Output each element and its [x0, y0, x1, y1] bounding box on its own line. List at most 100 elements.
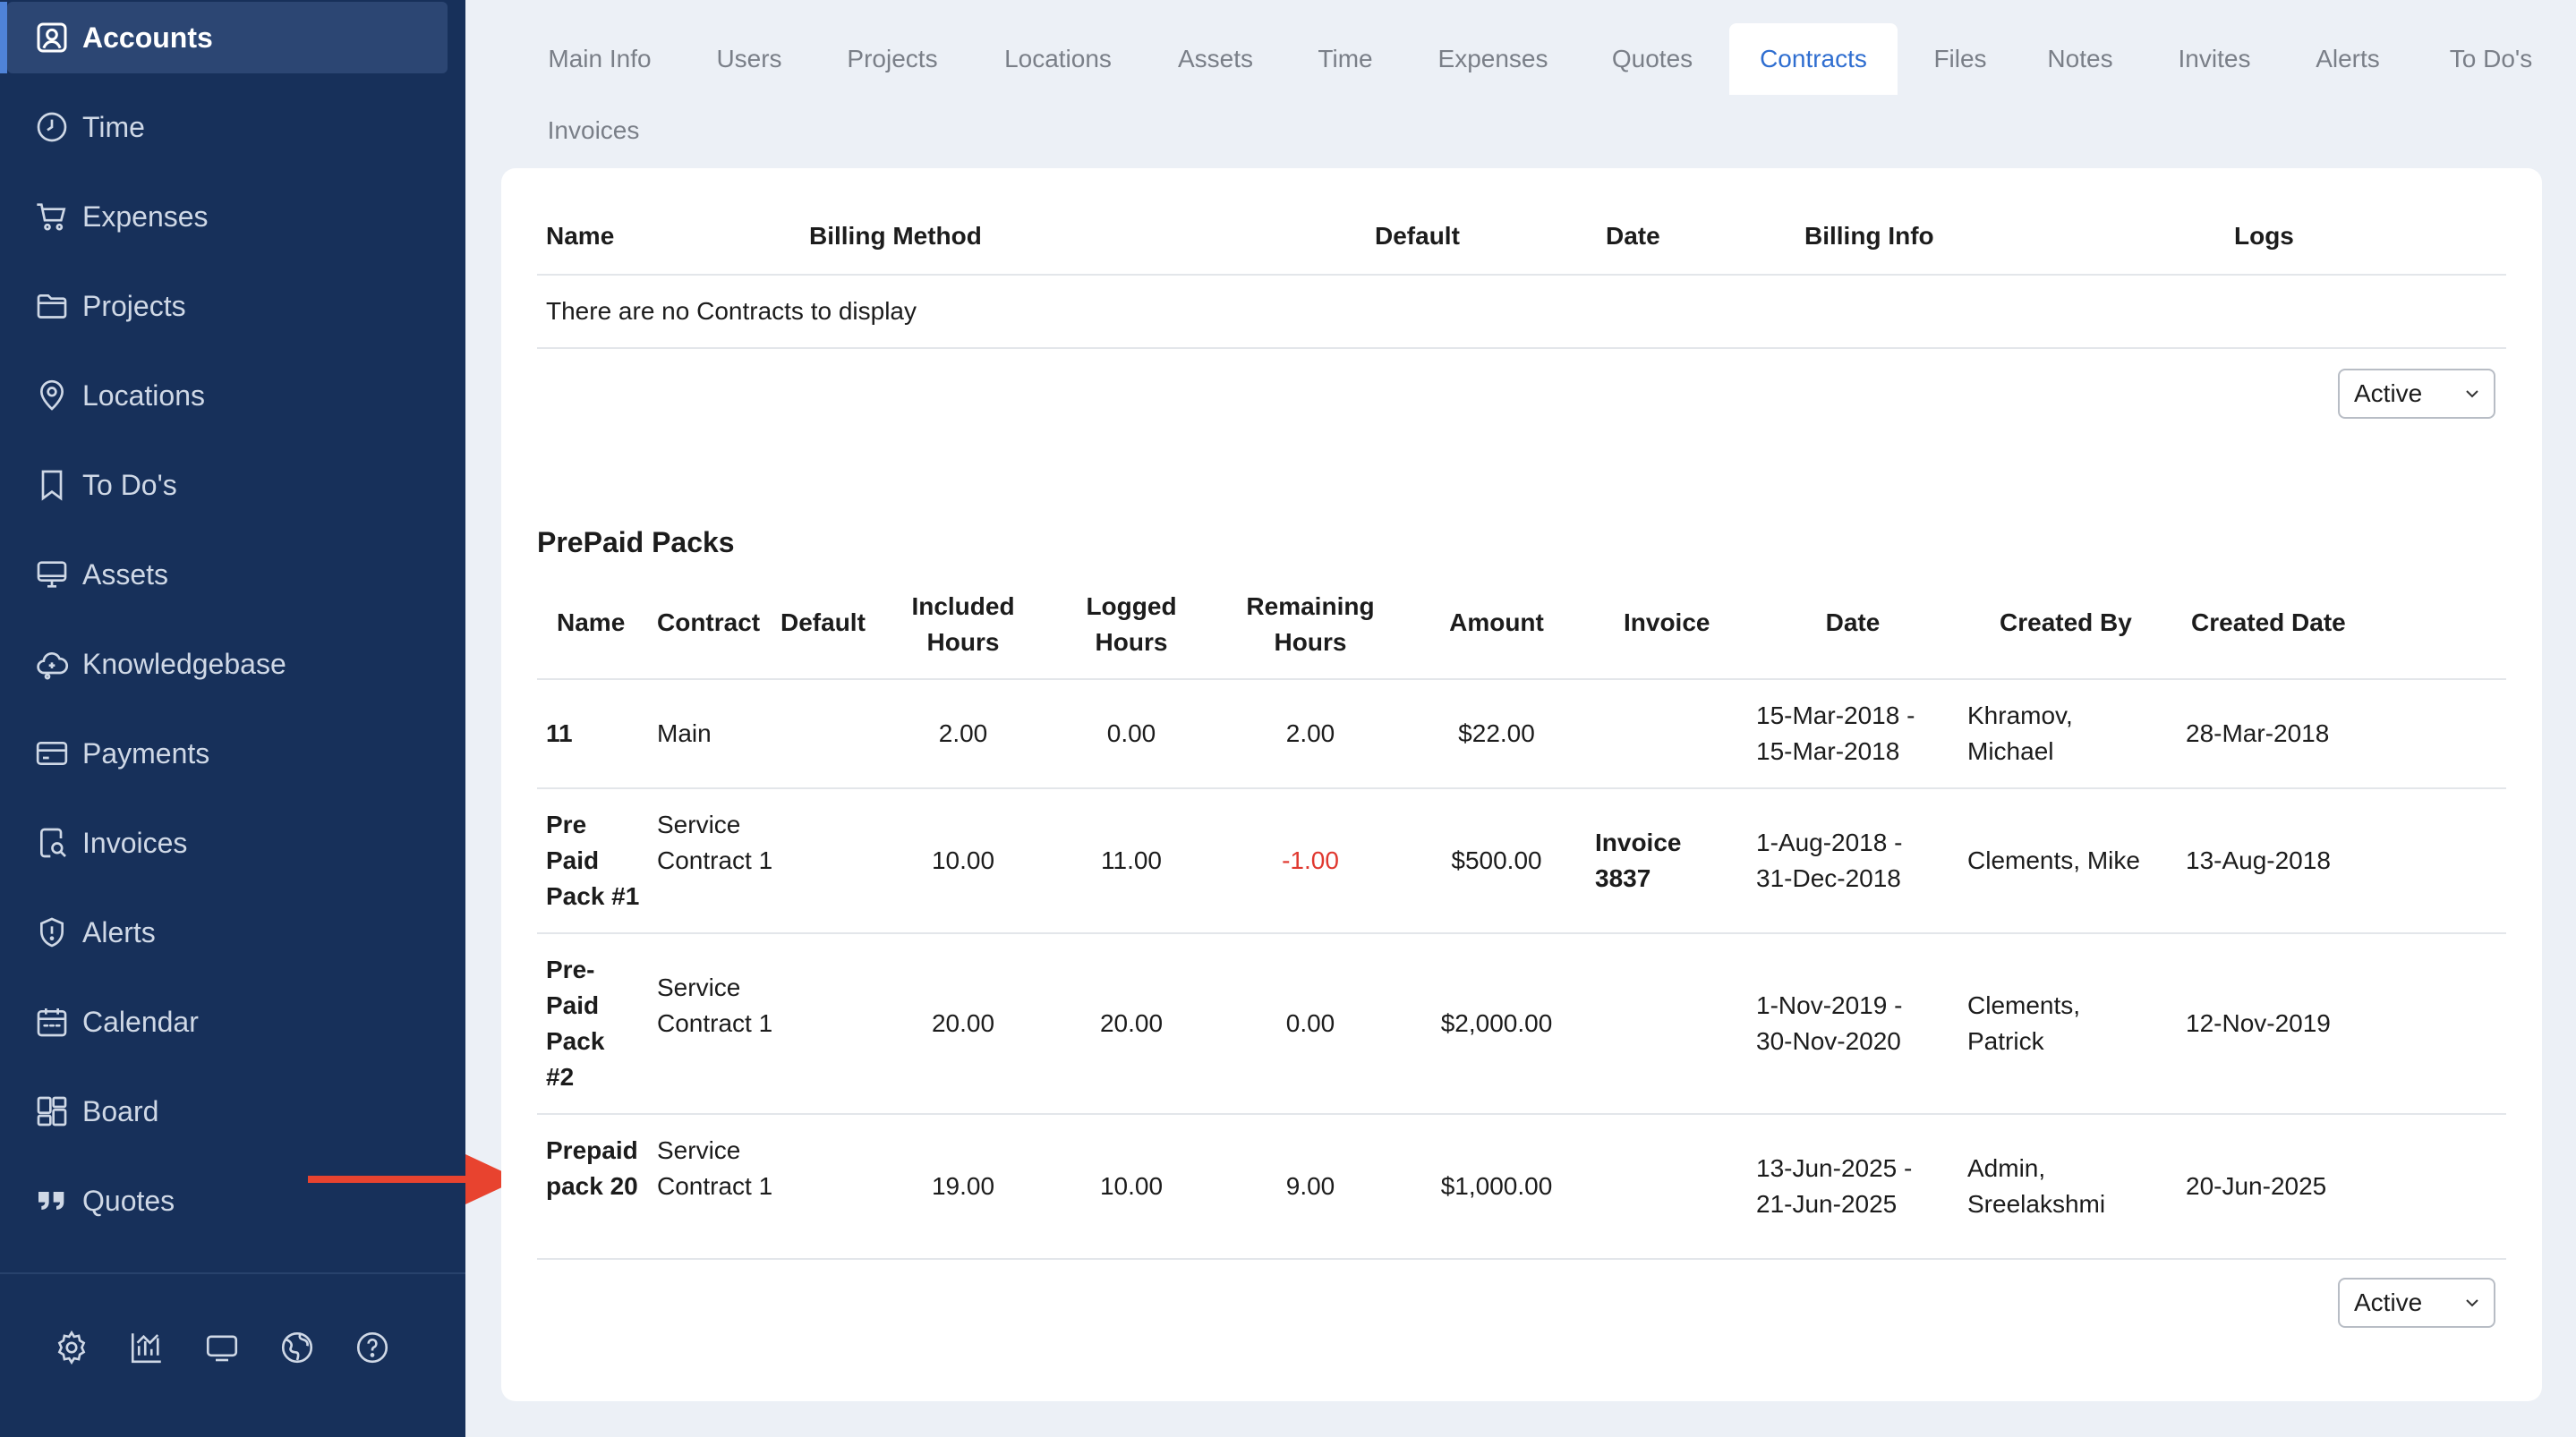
tab-assets[interactable]: Assets [1177, 45, 1254, 72]
sidebar-item-board[interactable]: Board [7, 1076, 448, 1147]
sidebar-item-payments[interactable]: Payments [7, 718, 448, 789]
col-header-included-hours[interactable]: Included Hours [911, 592, 1015, 656]
col-header-created-by[interactable]: Created By [2000, 608, 2132, 636]
tab-expenses[interactable]: Expenses [1437, 45, 1548, 72]
calendar-icon [34, 1004, 70, 1040]
pack-date-range: 15-Mar-2018 - 15-Mar-2018 [1756, 701, 1915, 765]
pack-remaining-hours: -1.00 [1282, 846, 1339, 874]
pack-logged-hours: 0.00 [1106, 719, 1156, 747]
tab-invites[interactable]: Invites [2178, 45, 2251, 72]
sidebar-item-locations[interactable]: Locations [7, 360, 448, 431]
sidebar-item-todos[interactable]: To Do's [7, 449, 448, 521]
pack-included-hours: 2.00 [938, 719, 988, 747]
tab-quotes[interactable]: Quotes [1611, 45, 1693, 72]
tab-locations[interactable]: Locations [1004, 45, 1112, 72]
help-icon[interactable] [353, 1328, 392, 1367]
bookmark-icon [34, 467, 70, 503]
sidebar-item-projects[interactable]: Projects [7, 270, 448, 342]
tab-notes[interactable]: Notes [2047, 45, 2113, 72]
sidebar-item-label: Accounts [82, 21, 213, 54]
pack-created-by: Clements, Mike [1967, 846, 2140, 874]
divider [537, 274, 2506, 276]
col-header-contract[interactable]: Contract [657, 608, 761, 636]
pack-contract: Main [657, 719, 712, 747]
sidebar-item-alerts[interactable]: Alerts [7, 897, 448, 968]
col-header-date[interactable]: Date [1825, 608, 1881, 636]
reports-chart-icon[interactable] [127, 1328, 166, 1367]
chevron-down-icon [2466, 1299, 2478, 1307]
sidebar-item-assets[interactable]: Assets [7, 539, 448, 610]
sidebar-item-quotes[interactable]: Quotes [7, 1165, 448, 1237]
sidebar-item-label: Expenses [82, 200, 209, 233]
prepaid-status-select[interactable]: Active [2338, 1278, 2495, 1328]
pack-included-hours: 20.00 [931, 1009, 995, 1037]
tab-invoices[interactable]: Invoices [547, 116, 640, 144]
pack-amount: $2,000.00 [1440, 1009, 1553, 1037]
col-header-name[interactable]: Name [557, 608, 626, 636]
select-value: Active [2354, 1288, 2423, 1316]
tab-alerts[interactable]: Alerts [2316, 45, 2380, 72]
col-header-amount[interactable]: Amount [1449, 608, 1544, 636]
tab-time[interactable]: Time [1318, 45, 1373, 72]
accounts-icon [34, 20, 70, 55]
col-header-billing-info[interactable]: Billing Info [1804, 222, 1934, 250]
tab-projects[interactable]: Projects [847, 45, 938, 72]
divider [537, 787, 2506, 789]
globe-icon[interactable] [277, 1328, 317, 1367]
quote-icon [34, 1183, 70, 1219]
col-header-created-date[interactable]: Created Date [2191, 608, 2346, 636]
select-value: Active [2354, 379, 2423, 407]
sidebar-item-accounts[interactable]: Accounts [0, 2, 448, 73]
pack-remaining-hours: 9.00 [1285, 1172, 1335, 1200]
pack-contract: Service Contract 1 [657, 1136, 773, 1200]
tab-contracts[interactable]: Contracts [1729, 23, 1898, 95]
tab-todos[interactable]: To Do's [2449, 45, 2533, 72]
pack-created-by: Khramov, Michael [1967, 701, 2073, 765]
sidebar-item-calendar[interactable]: Calendar [7, 986, 448, 1058]
contracts-status-select[interactable]: Active [2338, 369, 2495, 419]
chevron-down-icon [2466, 390, 2478, 398]
sidebar-item-label: Assets [82, 557, 169, 591]
settings-icon[interactable] [52, 1328, 91, 1367]
col-header-default[interactable]: Default [1375, 222, 1460, 250]
pack-included-hours: 10.00 [931, 846, 995, 874]
sidebar-item-invoices[interactable]: Invoices [7, 807, 448, 879]
sidebar-item-time[interactable]: Time [7, 91, 448, 163]
col-header-default[interactable]: Default [780, 608, 866, 636]
pack-date-range: 1-Aug-2018 - 31-Dec-2018 [1756, 829, 1903, 892]
sidebar-item-expenses[interactable]: Expenses [7, 181, 448, 252]
pack-name-link[interactable]: Pre Paid Pack #1 [546, 811, 640, 910]
pack-logged-hours: 11.00 [1101, 846, 1162, 874]
contracts-panel [501, 168, 2542, 1401]
col-header-invoice[interactable]: Invoice [1624, 608, 1710, 636]
credit-card-icon [34, 736, 70, 771]
col-header-logs[interactable]: Logs [2234, 222, 2294, 250]
pack-amount: $22.00 [1458, 719, 1535, 747]
pack-amount: $1,000.00 [1440, 1172, 1553, 1200]
pack-name-link[interactable]: Prepaid pack 20 [546, 1136, 638, 1200]
pack-contract: Service Contract 1 [657, 974, 773, 1037]
col-header-billing-method[interactable]: Billing Method [809, 222, 982, 250]
tab-files[interactable]: Files [1933, 45, 1987, 72]
col-header-remaining-hours[interactable]: Remaining Hours [1246, 592, 1375, 656]
pack-remaining-hours: 2.00 [1285, 719, 1335, 747]
sidebar-divider [0, 1272, 465, 1274]
pack-name-link[interactable]: Pre-Paid Pack #2 [546, 956, 605, 1091]
invoice-link[interactable]: Invoice 3837 [1595, 829, 1682, 892]
annotation-arrow-icon [308, 1154, 519, 1204]
pack-included-hours: 19.00 [931, 1172, 995, 1200]
shield-alert-icon [34, 914, 70, 950]
sidebar-item-label: Invoices [82, 826, 188, 859]
screen-icon[interactable] [202, 1328, 242, 1367]
col-header-date[interactable]: Date [1606, 222, 1660, 250]
pack-name-link[interactable]: 11 [546, 719, 573, 747]
tab-main-info[interactable]: Main Info [548, 45, 652, 72]
invoice-search-icon [34, 825, 70, 861]
knowledgebase-icon [34, 646, 70, 682]
sidebar-item-knowledgebase[interactable]: Knowledgebase [7, 628, 448, 700]
board-icon [34, 1093, 70, 1129]
col-header-logged-hours[interactable]: Logged Hours [1086, 592, 1177, 656]
tab-users[interactable]: Users [716, 45, 782, 72]
col-header-name[interactable]: Name [546, 222, 615, 250]
divider [537, 1258, 2506, 1260]
